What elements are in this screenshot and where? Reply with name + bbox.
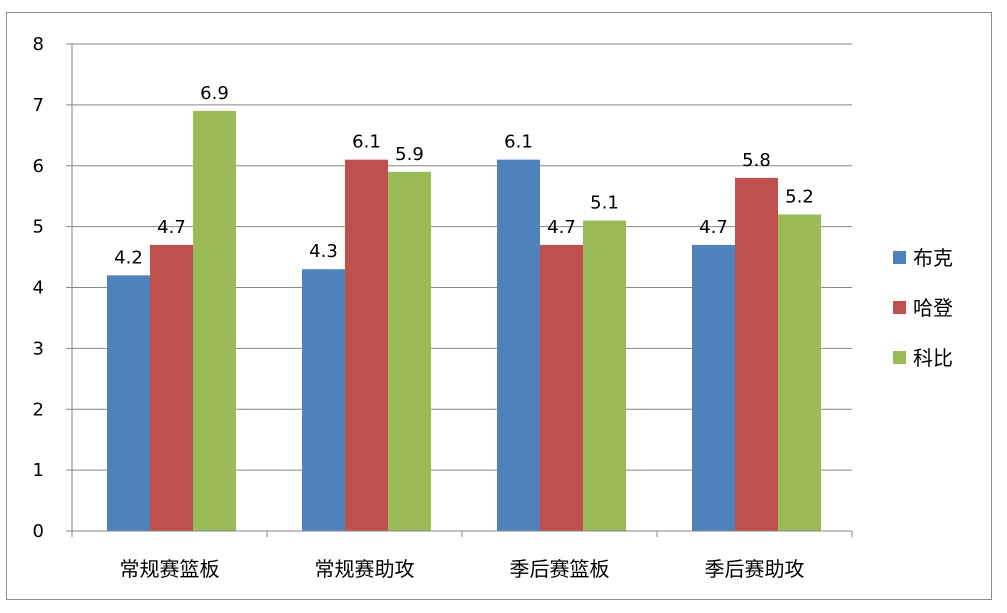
bar <box>692 244 735 531</box>
legend-label: 哈登 <box>913 296 953 320</box>
y-tick-label: 8 <box>33 34 44 55</box>
y-tick-label: 2 <box>33 399 44 420</box>
data-label: 4.7 <box>157 217 186 238</box>
data-label: 5.2 <box>785 186 814 207</box>
data-label: 6.9 <box>200 83 229 104</box>
bar <box>302 269 345 531</box>
y-tick-label: 3 <box>33 338 44 359</box>
data-label: 4.7 <box>699 217 728 238</box>
x-category-label: 常规赛篮板 <box>120 557 220 581</box>
bar <box>540 244 583 531</box>
data-label: 5.8 <box>742 150 771 171</box>
y-tick-label: 1 <box>33 460 44 481</box>
y-tick-label: 6 <box>33 156 44 177</box>
x-category-label: 季后赛篮板 <box>510 557 610 581</box>
bar <box>193 110 236 532</box>
legend-swatch <box>893 351 906 364</box>
bar <box>497 159 540 531</box>
bar <box>345 159 388 531</box>
data-label: 5.9 <box>395 144 424 165</box>
x-axis: 常规赛篮板 常规赛助攻 季后赛篮板 季后赛助攻 <box>71 530 853 581</box>
bar <box>735 177 778 532</box>
y-tick-label: 7 <box>33 95 44 116</box>
x-category-label: 季后赛助攻 <box>705 557 805 581</box>
bar <box>107 275 150 531</box>
bar <box>388 171 431 531</box>
x-category-label: 常规赛助攻 <box>315 557 415 581</box>
bar <box>778 214 821 531</box>
data-label: 4.7 <box>547 217 576 238</box>
y-tick-label: 0 <box>33 521 44 542</box>
data-label: 6.1 <box>504 132 533 153</box>
bars <box>107 110 821 532</box>
data-label: 4.3 <box>309 241 338 262</box>
legend-swatch <box>893 251 906 264</box>
legend-label: 布克 <box>913 246 953 270</box>
legend-swatch <box>893 301 906 314</box>
y-tick-label: 4 <box>33 278 44 299</box>
legend-label: 科比 <box>913 346 953 370</box>
data-label: 6.1 <box>352 132 381 153</box>
y-tick-label: 5 <box>33 217 44 238</box>
data-label: 5.1 <box>590 193 619 214</box>
bar <box>583 220 626 531</box>
data-labels: 4.2 4.7 6.9 4.3 6.1 5.9 6.1 4.7 5.1 4.7 5.8 5.2 <box>114 83 814 268</box>
y-axis-ticks: 0 1 2 3 4 5 6 7 8 <box>33 34 73 542</box>
bar <box>150 244 193 531</box>
data-label: 4.2 <box>114 247 143 268</box>
